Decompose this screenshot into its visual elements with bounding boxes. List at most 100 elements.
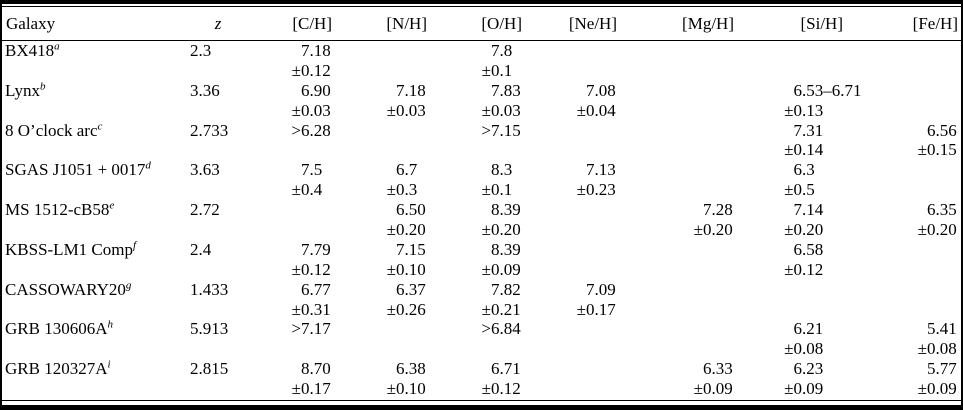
top-rule-thin	[2, 6, 961, 7]
redshift-cell: 2.72	[188, 200, 248, 240]
abundance-cell	[620, 121, 737, 161]
value-line: ±0.12	[291, 259, 331, 279]
empty-line	[335, 339, 430, 359]
abundance-cell	[525, 121, 620, 161]
galaxy-name: KBSS-LM1 Comp	[5, 239, 133, 259]
value-line: 5.77	[927, 359, 957, 379]
empty-line	[737, 41, 870, 61]
empty-line	[737, 280, 870, 300]
redshift-value: 2.733	[190, 120, 229, 140]
abundance-cell	[737, 41, 870, 81]
abundance-cell	[248, 200, 335, 240]
galaxy-name: Lynx	[5, 80, 40, 100]
column-header-mg-h: [Mg/H]	[620, 7, 737, 41]
abundance-cell	[870, 81, 961, 121]
abundance-cell: 7.13 ±0.23	[525, 160, 620, 200]
value-line: ±0.20	[481, 220, 521, 240]
value-line: 7.08	[586, 80, 616, 100]
abundance-cell	[870, 280, 961, 320]
value-line: 6.77	[301, 279, 331, 299]
abundance-cell	[335, 41, 430, 81]
column-header-c-h: [C/H]	[248, 7, 335, 41]
empty-line	[5, 180, 188, 200]
galaxy-footnote-marker: h	[107, 318, 113, 331]
empty-line	[430, 339, 525, 359]
abundance-cell	[525, 319, 620, 359]
empty-line	[870, 160, 961, 180]
empty-line	[525, 200, 620, 220]
value-line: 7.31	[793, 120, 824, 140]
abundance-cell	[335, 121, 430, 161]
abundance-cell: 6.56 ±0.15	[870, 121, 961, 161]
value-line: ±0.5	[784, 180, 815, 200]
abundance-cell: >6.28	[248, 121, 335, 161]
galaxy-cell: BX418a	[2, 41, 188, 81]
column-header-galaxy: Galaxy	[2, 7, 188, 41]
value-line: ±0.09	[481, 259, 521, 279]
empty-line	[190, 180, 248, 200]
empty-line	[870, 280, 961, 300]
table-row: BX418a 2.3 7.18 ±0.12 7.8 ±0.1	[2, 41, 961, 81]
value-line: ±0.09	[917, 379, 957, 399]
abundance-cell	[620, 319, 737, 359]
column-header-n-h: [N/H]	[335, 7, 430, 41]
value-line: 7.79	[301, 239, 331, 259]
empty-line	[620, 101, 737, 121]
abundance-table: Galaxy z [C/H] [N/H] [O/H] [Ne/H] [Mg/H] [Si/H]…	[2, 7, 961, 399]
redshift-value: 5.913	[190, 319, 229, 339]
table-row: SGAS J1051 + 0017d 3.63 7.5 ±0.4 6.7 ±0.3 8.3 ±…	[2, 160, 961, 200]
value-line: 7.18	[396, 80, 426, 100]
value-line: ±0.08	[784, 339, 824, 359]
header-row: Galaxy z [C/H] [N/H] [O/H] [Ne/H] [Mg/H] [Si/H]…	[2, 7, 961, 41]
value-line: ±0.03	[481, 100, 521, 120]
value-line: ±0.03	[386, 100, 426, 120]
empty-line	[190, 101, 248, 121]
value-line: 7.15	[396, 239, 426, 259]
value-line: ±0.04	[576, 100, 616, 120]
empty-line	[737, 61, 870, 81]
redshift-value: 2.72	[190, 200, 220, 220]
value-line: 8.3	[491, 160, 513, 180]
abundance-cell: 7.15 ±0.10	[335, 240, 430, 280]
empty-line	[248, 200, 335, 220]
empty-line	[190, 339, 248, 359]
abundance-cell: 6.50 ±0.20	[335, 200, 430, 240]
galaxy-name: BX418	[5, 41, 55, 60]
value-line: ±0.20	[386, 220, 426, 240]
redshift-value: 3.36	[190, 80, 220, 100]
value-line: 6.53–6.71	[793, 80, 862, 100]
abundance-cell: 6.58 ±0.12	[737, 240, 870, 280]
value-line: ±0.09	[784, 379, 824, 399]
empty-line	[620, 260, 737, 280]
galaxy-cell: GRB 120327Ai	[2, 359, 188, 399]
value-line: ±0.31	[291, 299, 331, 319]
abundance-cell: >7.15	[430, 121, 525, 161]
value-line: 6.90	[301, 80, 331, 100]
column-header-o-h: [O/H]	[430, 7, 525, 41]
value-line: 7.83	[491, 80, 521, 100]
empty-line	[620, 41, 737, 61]
value-line: ±0.20	[784, 220, 824, 240]
value-line: ±0.21	[481, 299, 521, 319]
abundance-cell	[525, 200, 620, 240]
empty-line	[620, 140, 737, 160]
table-row: Lynxb 3.36 6.90 ±0.03 7.18 ±0.03 7.83 ±0.03 7.08…	[2, 81, 961, 121]
empty-line	[870, 41, 961, 61]
redshift-cell: 1.433	[188, 280, 248, 320]
galaxy-footnote-marker: g	[125, 279, 132, 292]
empty-line	[430, 140, 525, 160]
redshift-cell: 5.913	[188, 319, 248, 359]
value-line: 7.14	[793, 200, 824, 220]
redshift-value: 2.3	[190, 41, 212, 60]
value-line: 6.50	[396, 200, 426, 220]
empty-line	[620, 339, 737, 359]
abundance-cell: 7.08 ±0.04	[525, 81, 620, 121]
abundance-cell: 8.39 ±0.20	[430, 200, 525, 240]
value-line: ±0.12	[784, 259, 824, 279]
galaxy-cell: GRB 130606Ah	[2, 319, 188, 359]
value-line: 6.56	[927, 120, 957, 140]
value-line: 7.8	[491, 41, 513, 60]
abundance-cell: 5.77 ±0.09	[870, 359, 961, 399]
galaxy-name: GRB 120327A	[5, 359, 108, 379]
value-line: 7.82	[491, 279, 521, 299]
